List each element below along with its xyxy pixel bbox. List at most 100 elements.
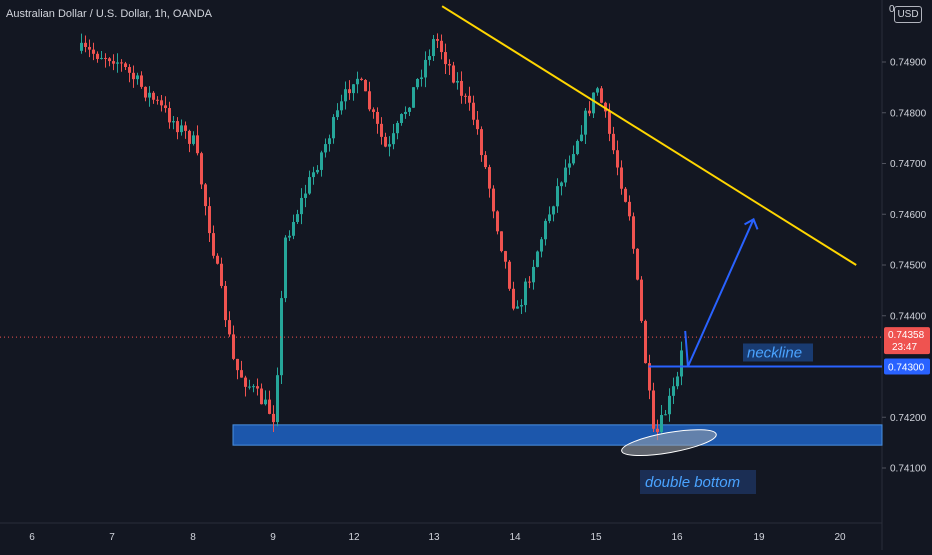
candle-body: [220, 263, 223, 286]
candle-body: [592, 92, 595, 114]
neckline-price-value: 0.74300: [888, 363, 925, 374]
price-axis-top-label: 0: [889, 4, 895, 15]
candle-body: [236, 358, 239, 371]
candle-body: [384, 136, 387, 147]
candle-body: [336, 110, 339, 118]
candle-body: [632, 216, 635, 249]
candle-body: [580, 134, 583, 142]
candle-body: [380, 123, 383, 137]
candle-body: [392, 133, 395, 145]
candle-body: [452, 65, 455, 83]
neckline-label: neckline: [747, 345, 802, 362]
price-tick-label: 0.74700: [890, 159, 927, 170]
projection-arrow[interactable]: [684, 218, 755, 367]
candle-body: [612, 133, 615, 151]
time-tick-label: 14: [509, 532, 521, 543]
support-zone[interactable]: [232, 424, 883, 446]
double-bottom-label: double bottom: [645, 474, 740, 491]
candle-body: [216, 255, 219, 264]
candle-body: [552, 206, 555, 215]
candle-body: [512, 288, 515, 309]
current-price-badge[interactable]: [884, 327, 930, 355]
price-tick-label: 0.74900: [890, 58, 927, 69]
time-tick-label: 12: [348, 532, 360, 543]
projection-arrow-head: [744, 217, 759, 230]
time-axis[interactable]: 6 7 8 9 12 13 14 15 16 19 20: [29, 532, 846, 543]
candle-body: [244, 377, 247, 387]
double-bottom-highlight[interactable]: [620, 424, 718, 460]
candle-body: [560, 182, 563, 187]
candle-body: [400, 114, 403, 123]
current-price-value: 0.74358: [888, 330, 925, 341]
candle-body: [652, 390, 655, 429]
candle-body: [676, 376, 679, 387]
candle-body: [664, 414, 667, 416]
candle-body: [616, 150, 619, 168]
candle-body: [624, 188, 627, 202]
candle-body: [492, 188, 495, 212]
candle-body: [436, 39, 439, 41]
candle-body: [396, 122, 399, 134]
time-tick-label: 19: [753, 532, 765, 543]
candle-body: [524, 281, 527, 306]
candle-body: [532, 266, 535, 283]
candle-body: [196, 135, 199, 154]
candle-body: [576, 141, 579, 155]
candle-body: [564, 167, 567, 183]
candle-body: [324, 144, 327, 153]
time-tick-label: 8: [190, 532, 196, 543]
price-tick-label: 0.74200: [890, 413, 927, 424]
candle-body: [132, 72, 135, 80]
candle-body: [620, 167, 623, 189]
candle-body: [212, 233, 215, 256]
candle-body: [672, 386, 675, 396]
candle-body: [536, 251, 539, 267]
candle-body: [420, 77, 423, 80]
candle-body: [680, 350, 683, 377]
candle-body: [304, 193, 307, 198]
price-axis[interactable]: 0.74900 0.74800 0.74700 0.74600 0.74500 0.744…: [882, 58, 930, 475]
candle-body: [340, 101, 343, 111]
candle-body: [608, 111, 611, 134]
candle-body: [164, 105, 167, 109]
candle-body: [476, 119, 479, 130]
candle-body: [92, 49, 95, 54]
candle-body: [268, 399, 271, 414]
candle-body: [668, 395, 671, 415]
candle-body: [372, 109, 375, 112]
candle-body: [528, 281, 531, 283]
price-tick-label: 0.74500: [890, 261, 927, 272]
currency-badge[interactable]: USD: [894, 6, 922, 23]
candle-body: [588, 110, 591, 114]
candle-body: [88, 46, 91, 50]
support-zone-rect[interactable]: [232, 424, 883, 446]
resistance-trendline[interactable]: [441, 5, 857, 266]
price-tick-label: 0.74100: [890, 464, 927, 475]
candle-body: [412, 87, 415, 108]
candle-body: [460, 80, 463, 96]
candle-body: [356, 78, 359, 85]
candle-body: [644, 320, 647, 364]
candle-body: [516, 306, 519, 309]
drawing-overlays[interactable]: neckline double bottom: [0, 5, 882, 494]
candle-body: [96, 53, 99, 59]
grid-lines: [0, 0, 883, 550]
candle-body: [556, 186, 559, 207]
candle-body: [596, 88, 599, 93]
candle-body: [84, 42, 87, 47]
neckline-price-badge[interactable]: [884, 358, 930, 375]
candle-body: [432, 39, 435, 57]
symbol-title: Australian Dollar / U.S. Dollar, 1h, OAN…: [6, 8, 213, 20]
candle-body: [120, 62, 123, 64]
candle-body: [156, 99, 159, 101]
candle-body: [360, 78, 363, 80]
candle-body: [264, 399, 267, 405]
candle-body: [184, 125, 187, 131]
candle-body: [124, 63, 127, 68]
candle-body: [408, 107, 411, 112]
time-tick-label: 13: [428, 532, 440, 543]
candle-body: [192, 135, 195, 144]
